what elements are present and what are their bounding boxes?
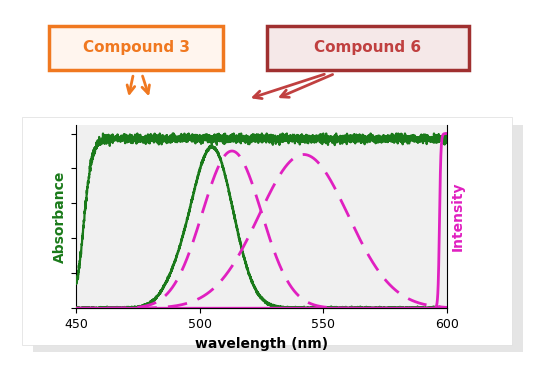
FancyBboxPatch shape [49, 26, 223, 70]
Y-axis label: Absorbance: Absorbance [53, 170, 67, 263]
Text: Compound 3: Compound 3 [83, 40, 190, 55]
Text: Compound 6: Compound 6 [314, 40, 421, 55]
FancyBboxPatch shape [22, 117, 512, 345]
Y-axis label: Intensity: Intensity [451, 182, 465, 251]
X-axis label: wavelength (nm): wavelength (nm) [195, 337, 328, 350]
FancyBboxPatch shape [33, 125, 523, 352]
FancyBboxPatch shape [267, 26, 469, 70]
